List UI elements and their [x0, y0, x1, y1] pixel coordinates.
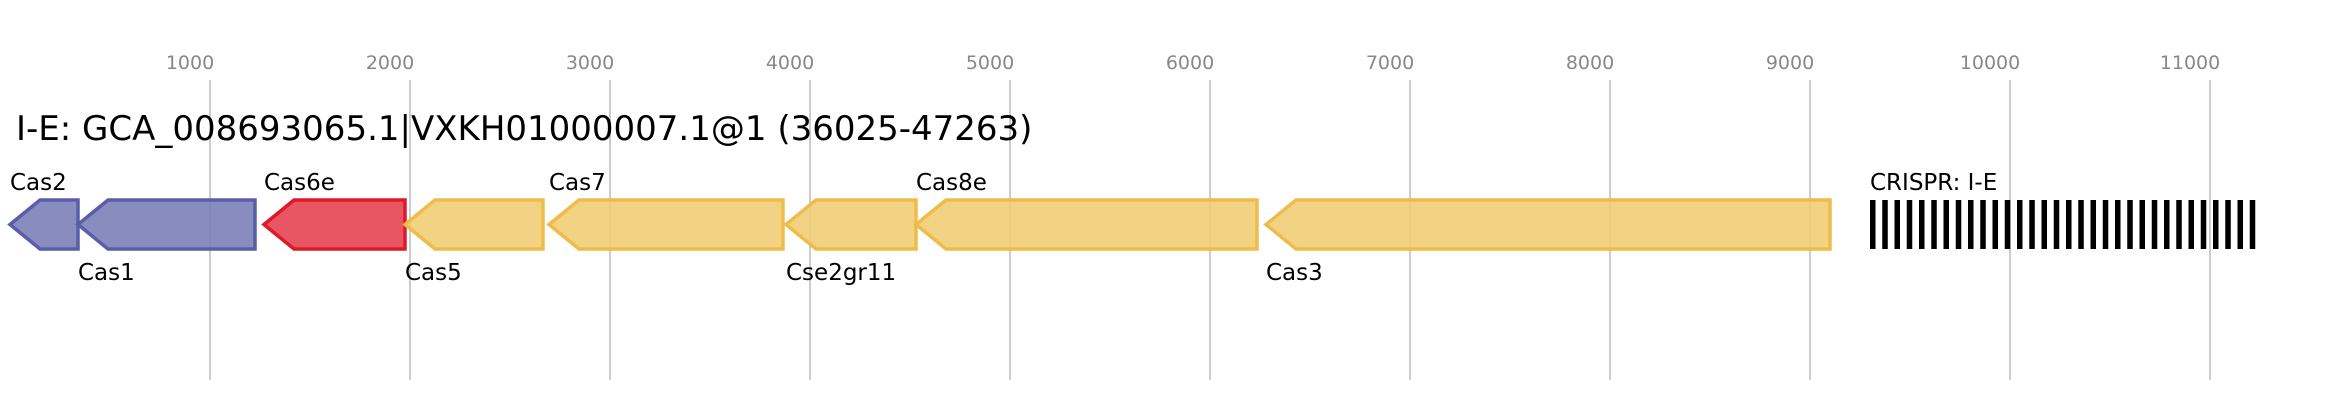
- tick-label: 3000: [566, 52, 614, 74]
- gene-label-cas2: Cas2: [10, 170, 67, 196]
- tick-label: 11000: [2160, 52, 2220, 74]
- crispr-repeat: [2213, 200, 2219, 249]
- crispr-repeat: [2188, 200, 2195, 249]
- gene-label-cas1: Cas1: [78, 260, 135, 286]
- crispr-repeat: [2176, 200, 2182, 249]
- crispr-repeat: [2127, 200, 2133, 249]
- gene-label-cas3: Cas3: [1266, 260, 1323, 286]
- crispr-repeat: [2090, 200, 2097, 249]
- crispr-repeat: [1882, 200, 1888, 249]
- tick-label: 9000: [1766, 52, 1814, 74]
- crispr-repeat: [2115, 200, 2121, 249]
- gene-label-cse2gr11: Cse2gr11: [786, 260, 896, 286]
- gene-label-cas7: Cas7: [549, 170, 606, 196]
- crispr-repeat: [1968, 200, 1974, 249]
- gene-label-cas8e: Cas8e: [916, 170, 987, 196]
- axis-ticks: 1000 2000 3000 4000 5000 6000 7000 8000 9000 1000…: [166, 52, 2220, 74]
- tick-label: 1000: [166, 52, 214, 74]
- crispr-repeat: [1906, 200, 1913, 249]
- tick-label: 5000: [966, 52, 1014, 74]
- locus-title: I-E: GCA_008693065.1|VXKH01000007.1@1 (3…: [16, 109, 1032, 149]
- gene-arrow-cas6e[interactable]: [261, 198, 407, 251]
- crispr-repeat: [1943, 200, 1950, 249]
- gene-label-cas6e: Cas6e: [264, 170, 335, 196]
- gene-arrow-cas5[interactable]: [402, 198, 545, 251]
- crispr-repeat: [2017, 200, 2023, 249]
- crispr-label: CRISPR: I-E: [1870, 170, 1997, 196]
- crispr-repeat: [2139, 200, 2146, 249]
- tick-label: 4000: [766, 52, 814, 74]
- tick-label: 10000: [1960, 52, 2020, 74]
- gene-label-cas5: Cas5: [405, 260, 462, 286]
- gene-arrow-cas3[interactable]: [1263, 198, 1832, 251]
- gene-track: Cas2 Cas1 Cas6e Cas5 Cas7 Cse2gr11 Cas8e Cas3: [7, 170, 1832, 286]
- crispr-repeat: [1870, 200, 1876, 249]
- tick-label: 6000: [1166, 52, 1214, 74]
- crispr-repeat: [1955, 200, 1962, 249]
- crispr-repeat: [1919, 200, 1925, 249]
- crispr-repeat: [2225, 200, 2231, 249]
- crispr-repeat: [1992, 200, 1999, 249]
- gene-arrow-cas1[interactable]: [75, 198, 257, 251]
- crispr-repeat: [1894, 200, 1901, 249]
- crispr-repeat: [2066, 200, 2072, 249]
- crispr-repeat: [2200, 200, 2207, 249]
- crispr-repeat: [2151, 200, 2158, 249]
- crispr-repeat: [2029, 200, 2035, 249]
- gene-arrow-cas7[interactable]: [546, 198, 785, 251]
- crispr-repeat: [2102, 200, 2109, 249]
- crispr-repeat: [2249, 200, 2256, 249]
- crispr-repeat: [2041, 200, 2048, 249]
- crispr-repeat: [2078, 200, 2084, 249]
- crispr-repeat: [2164, 200, 2170, 249]
- crispr-repeat: [2237, 200, 2244, 249]
- gene-arrow-cas8e[interactable]: [913, 198, 1259, 251]
- crispr-repeat: [1980, 200, 1986, 249]
- tick-label: 7000: [1366, 52, 1414, 74]
- tick-label: 2000: [366, 52, 414, 74]
- gene-arrow-cse2gr11[interactable]: [783, 198, 918, 251]
- gene-arrow-cas2[interactable]: [7, 198, 80, 251]
- crispr-repeat: [2004, 200, 2011, 249]
- tick-label: 8000: [1566, 52, 1614, 74]
- crispr-repeat: [1931, 200, 1937, 249]
- crispr-array: CRISPR: I-E: [1870, 170, 2256, 249]
- crispr-repeat: [2053, 200, 2060, 249]
